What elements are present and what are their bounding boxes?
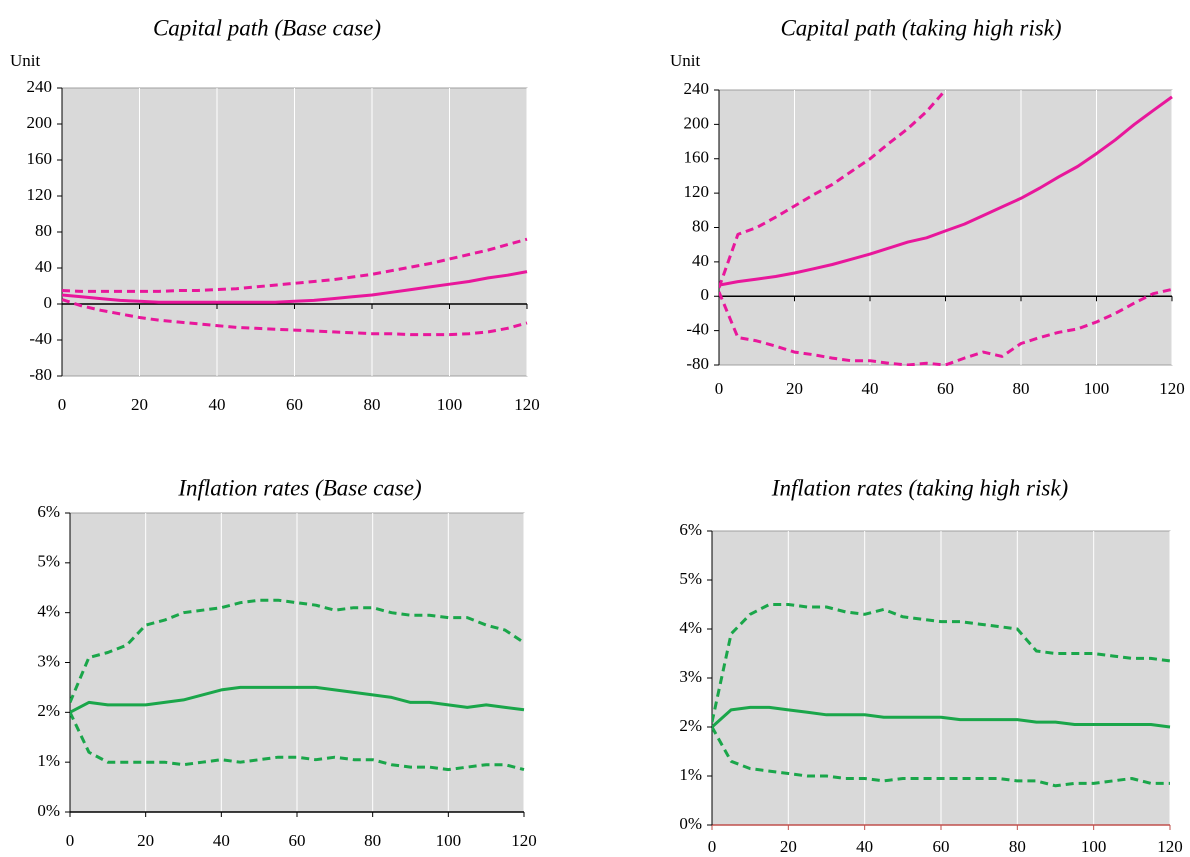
y-tick-label: 0 <box>44 293 53 312</box>
band-line <box>712 726 1170 788</box>
median-line <box>712 705 1171 729</box>
y-tick-label: 80 <box>692 216 709 235</box>
x-tick-label: 100 <box>436 831 462 850</box>
y-tick-label: 0% <box>679 814 702 833</box>
y-tick-label: 240 <box>684 79 710 98</box>
y-tick-label: 0 <box>701 285 710 304</box>
y-tick-label: 5% <box>679 569 702 588</box>
chart-title: Inflation rates (Base case) <box>177 475 421 500</box>
chart: Capital path (Base case) Unit 0 20 40 60 80 100… <box>10 15 540 414</box>
x-tick-label: 20 <box>786 379 803 398</box>
chart-title: Inflation rates (taking high risk) <box>771 475 1068 500</box>
y-tick-label: 200 <box>684 113 710 132</box>
median-line <box>62 270 528 304</box>
y-tick-label: 40 <box>35 257 52 276</box>
y-tick-label: -80 <box>29 365 52 384</box>
band-line <box>712 603 1171 723</box>
y-tick-label: 4% <box>679 618 702 637</box>
x-tick-label: 0 <box>66 831 75 850</box>
x-tick-label: 0 <box>708 837 717 856</box>
band-line <box>719 89 947 289</box>
x-tick-label: 120 <box>511 831 537 850</box>
y-tick-label: 80 <box>35 221 52 240</box>
x-tick-label: 100 <box>1081 837 1107 856</box>
y-tick-label: 2% <box>679 716 702 735</box>
x-tick-label: 20 <box>780 837 797 856</box>
x-tick-label: 40 <box>209 395 226 414</box>
x-tick-label: 20 <box>131 395 148 414</box>
band-line <box>719 287 1173 366</box>
x-tick-label: 80 <box>364 831 381 850</box>
x-tick-label: 40 <box>862 379 879 398</box>
y-tick-label: 120 <box>27 185 53 204</box>
y-tick-label: 120 <box>684 182 710 201</box>
y-tick-label: 1% <box>679 765 702 784</box>
band-line <box>70 711 525 772</box>
x-tick-label: 40 <box>213 831 230 850</box>
x-tick-label: 120 <box>1159 379 1185 398</box>
y-tick-label: 5% <box>37 552 60 571</box>
y-tick-label: 160 <box>27 149 53 168</box>
x-tick-label: 0 <box>715 379 724 398</box>
y-tick-label: 3% <box>679 667 702 686</box>
x-tick-label: 20 <box>137 831 154 850</box>
y-tick-label: 0% <box>37 801 60 820</box>
y-axis-label: Unit <box>670 51 701 70</box>
y-tick-label: -80 <box>686 354 709 373</box>
y-tick-label: -40 <box>686 320 709 339</box>
y-tick-label: 6% <box>679 520 702 539</box>
x-tick-label: 0 <box>58 395 67 414</box>
x-tick-label: 60 <box>289 831 306 850</box>
y-tick-label: 4% <box>37 602 60 621</box>
y-tick-label: 200 <box>27 113 53 132</box>
y-tick-label: 1% <box>37 751 60 770</box>
x-tick-label: 100 <box>1084 379 1110 398</box>
y-tick-label: 240 <box>27 77 53 96</box>
y-tick-label: 2% <box>37 701 60 720</box>
median-line <box>719 95 1173 287</box>
y-tick-label: 160 <box>684 148 710 167</box>
band-line <box>62 298 528 337</box>
chart-title: Capital path (Base case) <box>153 15 381 40</box>
x-tick-label: 80 <box>364 395 381 414</box>
y-tick-label: -40 <box>29 329 52 348</box>
chart: Inflation rates (Base case) 0 20 40 60 80 100 1… <box>37 475 536 850</box>
y-tick-label: 3% <box>37 651 60 670</box>
x-tick-label: 80 <box>1013 379 1030 398</box>
x-tick-label: 60 <box>937 379 954 398</box>
chart: Inflation rates (taking high risk) 0 20 40 6… <box>679 475 1182 856</box>
x-tick-label: 60 <box>286 395 303 414</box>
x-tick-label: 40 <box>856 837 873 856</box>
x-tick-label: 120 <box>1157 837 1183 856</box>
x-tick-label: 80 <box>1009 837 1026 856</box>
x-tick-label: 100 <box>437 395 463 414</box>
y-tick-label: 40 <box>692 251 709 270</box>
x-tick-label: 60 <box>933 837 950 856</box>
y-axis-label: Unit <box>10 51 41 70</box>
median-line <box>70 685 525 714</box>
x-tick-label: 120 <box>514 395 540 414</box>
chart-title: Capital path (taking high risk) <box>780 15 1061 40</box>
chart: Capital path (taking high risk) Unit 0 20 40… <box>670 15 1185 398</box>
y-tick-label: 6% <box>37 502 60 521</box>
